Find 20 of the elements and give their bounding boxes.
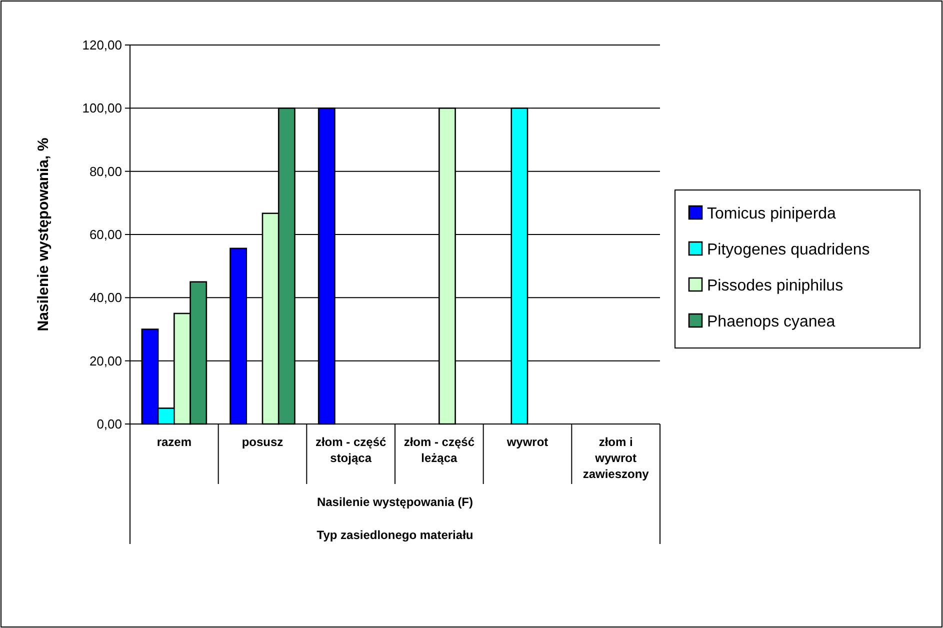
y-tick-label: 60,00 xyxy=(89,227,122,242)
text: Nasilenie występowania (F) xyxy=(316,495,474,509)
x-tick-label: posusz xyxy=(242,435,284,449)
legend-label: Pityogenes quadridens xyxy=(707,242,870,259)
legend-label: Tomicus piniperda xyxy=(707,206,836,223)
y-tick-label: 40,00 xyxy=(89,290,122,306)
legend-label: Phaenops cyanea xyxy=(707,314,836,331)
x-tick-label: złom i wywrot zawieszony xyxy=(582,435,650,481)
y-tick-label: 120,00 xyxy=(82,38,122,53)
y-tick-label: 0,00 xyxy=(96,416,122,432)
legend-label: Pissodes piniphilus xyxy=(707,278,844,295)
y-axis-title: Nasilenie występowania, % xyxy=(35,138,52,332)
x-tick-label: razem xyxy=(156,435,192,449)
y-tick-label: 100,00 xyxy=(82,100,122,116)
y-tick-label: 80,00 xyxy=(89,164,122,179)
x-tick-label: złom - część leżąca xyxy=(404,435,475,465)
x-tick-label: złom - część stojąca xyxy=(315,435,386,465)
y-tick-label: 20,00 xyxy=(89,353,122,368)
x-axis-title: Typ zasiedlonego materiału xyxy=(316,528,474,542)
x-tick-label: wywrot xyxy=(506,435,548,449)
